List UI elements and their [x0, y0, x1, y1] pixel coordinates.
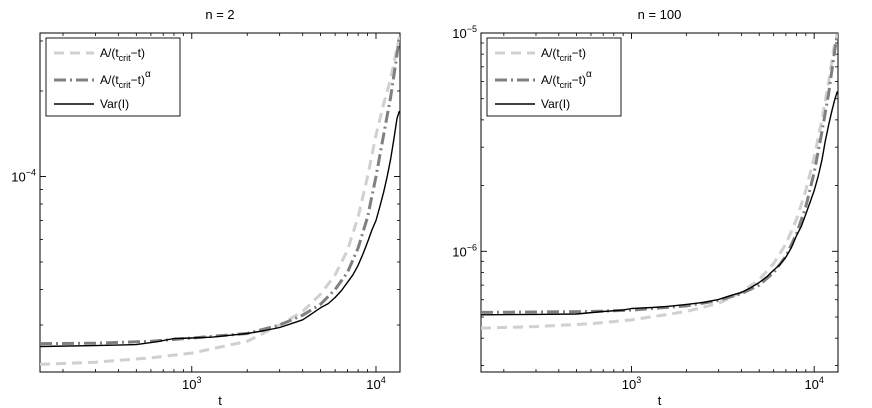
x-axis-label: t [658, 393, 662, 408]
x-tick-label: 103 [622, 375, 641, 392]
x-tick-label: 104 [804, 375, 823, 392]
axes-frame [39, 32, 401, 373]
legend-label-2: Var(I) [541, 97, 570, 111]
legend-label-0: A/(tcrit−t) [541, 46, 586, 63]
y-tick-label: 10−6 [452, 242, 477, 259]
series-line-2 [481, 91, 838, 316]
chart-title: n = 100 [638, 7, 682, 22]
x-tick-label: 103 [182, 375, 201, 392]
legend: A/(tcrit−t) A/(tcrit−t)α Var(I) [45, 37, 181, 117]
legend-label-0: A/(tcrit−t) [100, 46, 145, 63]
series-line-1 [40, 36, 400, 346]
y-tick-label: 10−4 [11, 167, 36, 184]
chart-panel-0: 103 104 10−4 n = 2 t A/(tcrit−t) A/(tcrit−t)α V… [11, 7, 401, 408]
x-tick-label: 104 [366, 375, 385, 392]
legend-label-2: Var(I) [100, 97, 129, 111]
legend-label-1: A/(tcrit−t)α [541, 69, 592, 90]
axes-frame [480, 32, 839, 373]
series-line-0 [40, 36, 400, 366]
y-tick-label: 10−5 [452, 24, 477, 41]
legend-box [45, 37, 181, 117]
legend: A/(tcrit−t) A/(tcrit−t)α Var(I) [486, 37, 622, 117]
legend-box [486, 37, 622, 117]
series-line-0 [481, 33, 838, 330]
x-axis-label: t [218, 393, 222, 408]
series-line-2 [40, 110, 400, 348]
legend-label-1: A/(tcrit−t)α [100, 69, 151, 90]
chart-title: n = 2 [205, 7, 234, 22]
